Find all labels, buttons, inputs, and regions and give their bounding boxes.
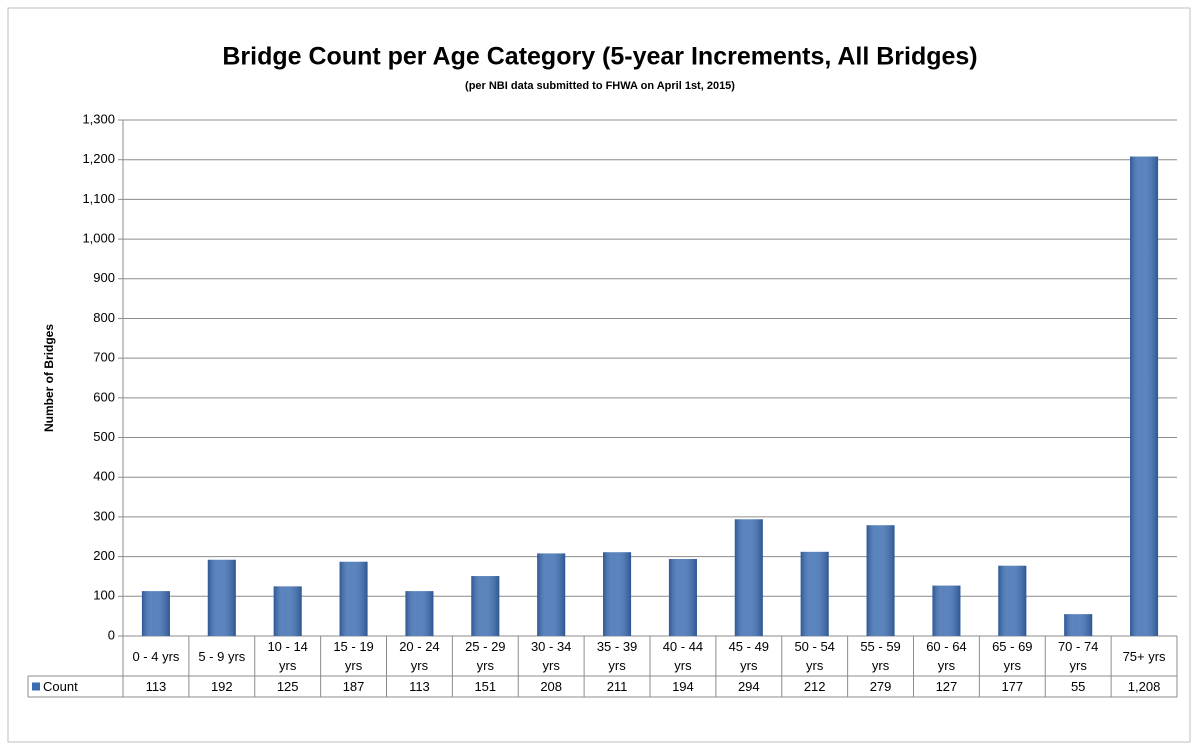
x-tick-label: 50 - 54 yrs [794, 639, 835, 673]
bar-highlight [866, 525, 895, 636]
x-tick-cell: 60 - 64 yrs [926, 639, 967, 673]
y-tick-label: 700 [93, 350, 115, 365]
value-label: 294 [738, 679, 760, 694]
x-tick-label: 35 - 39 yrs [596, 639, 638, 673]
y-tick-label: 800 [93, 310, 115, 325]
bar-highlight [339, 561, 368, 636]
x-tick-cell: 40 - 44 yrs [662, 639, 704, 673]
x-tick-label: 40 - 44 yrs [662, 639, 704, 673]
x-tick-cell: 10 - 14 yrs [267, 639, 308, 673]
y-tick-label: 500 [93, 429, 115, 444]
value-label: 177 [1001, 679, 1023, 694]
value-label: 125 [277, 679, 299, 694]
value-label: 192 [211, 679, 233, 694]
value-label: 211 [607, 679, 628, 694]
x-tick-label: 25 - 29 yrs [465, 639, 506, 673]
chart-subtitle: (per NBI data submitted to FHWA on April… [465, 80, 735, 92]
x-tick-label: 0 - 4 yrs [132, 648, 180, 664]
value-label: 187 [343, 679, 365, 694]
x-tick-label: 10 - 14 yrs [267, 639, 308, 673]
x-tick-label: 5 - 9 yrs [198, 648, 246, 664]
bar-highlight [998, 565, 1027, 636]
y-tick-label: 100 [93, 588, 115, 603]
value-label: 212 [804, 679, 826, 694]
x-tick-cell: 75+ yrs [1122, 648, 1166, 664]
value-label: 208 [540, 679, 562, 694]
x-tick-cell: 15 - 19 yrs [333, 639, 374, 673]
bar-highlight [932, 585, 961, 636]
y-tick-label: 0 [108, 627, 115, 642]
x-tick-label: 30 - 34 yrs [530, 639, 572, 673]
bar-highlight [405, 591, 434, 636]
y-tick-label: 400 [93, 469, 115, 484]
x-tick-label: 60 - 64 yrs [926, 639, 967, 673]
y-tick-label: 1,100 [82, 191, 115, 206]
y-tick-label: 1,000 [82, 231, 115, 246]
legend-swatch [32, 682, 40, 691]
value-label: 55 [1071, 679, 1085, 694]
x-tick-cell: 20 - 24 yrs [399, 639, 440, 673]
value-label: 194 [672, 679, 694, 694]
x-tick-cell: 30 - 34 yrs [530, 639, 572, 673]
x-tick-cell: 25 - 29 yrs [465, 639, 506, 673]
value-label: 1,208 [1128, 679, 1161, 694]
x-tick-cell: 0 - 4 yrs [132, 648, 180, 664]
bar-highlight [141, 591, 170, 636]
x-tick-label: 70 - 74 yrs [1057, 639, 1099, 673]
y-tick-label: 1,200 [82, 151, 115, 166]
y-tick-label: 300 [93, 508, 115, 523]
x-tick-cell: 50 - 54 yrs [794, 639, 835, 673]
bar-highlight [537, 553, 566, 636]
bar-highlight [207, 559, 236, 636]
x-tick-label: 65 - 69 yrs [992, 639, 1033, 673]
y-tick-label: 600 [93, 389, 115, 404]
value-label: 127 [936, 679, 958, 694]
value-label: 279 [870, 679, 892, 694]
x-tick-cell: 55 - 59 yrs [860, 639, 901, 673]
y-axis-title: Number of Bridges [42, 324, 56, 432]
bar-highlight [800, 551, 829, 636]
chart-frame [7, 7, 1191, 743]
bar-highlight [273, 586, 302, 636]
value-label: 113 [146, 679, 167, 694]
bar-highlight [668, 558, 697, 636]
bar-highlight [471, 576, 500, 636]
x-tick-cell: 65 - 69 yrs [992, 639, 1033, 673]
x-tick-cell: 5 - 9 yrs [198, 648, 246, 664]
x-tick-label: 75+ yrs [1122, 648, 1166, 664]
value-label: 151 [474, 679, 496, 694]
x-tick-cell: 70 - 74 yrs [1057, 639, 1099, 673]
x-tick-label: 55 - 59 yrs [860, 639, 901, 673]
x-tick-label: 15 - 19 yrs [333, 639, 374, 673]
x-tick-label: 20 - 24 yrs [399, 639, 440, 673]
chart-title: Bridge Count per Age Category (5-year In… [222, 43, 977, 71]
y-tick-label: 200 [93, 548, 115, 563]
y-tick-label: 1,300 [82, 111, 115, 126]
value-label: 113 [409, 679, 430, 694]
legend-label: Count [43, 679, 78, 694]
x-tick-cell: 45 - 49 yrs [728, 639, 770, 673]
bar-highlight [1130, 156, 1159, 637]
bar-highlight [734, 519, 763, 636]
bar-highlight [603, 552, 632, 636]
x-tick-label: 45 - 49 yrs [728, 639, 770, 673]
x-tick-cell: 35 - 39 yrs [596, 639, 638, 673]
y-tick-label: 900 [93, 270, 115, 285]
bar-highlight [1064, 614, 1093, 636]
